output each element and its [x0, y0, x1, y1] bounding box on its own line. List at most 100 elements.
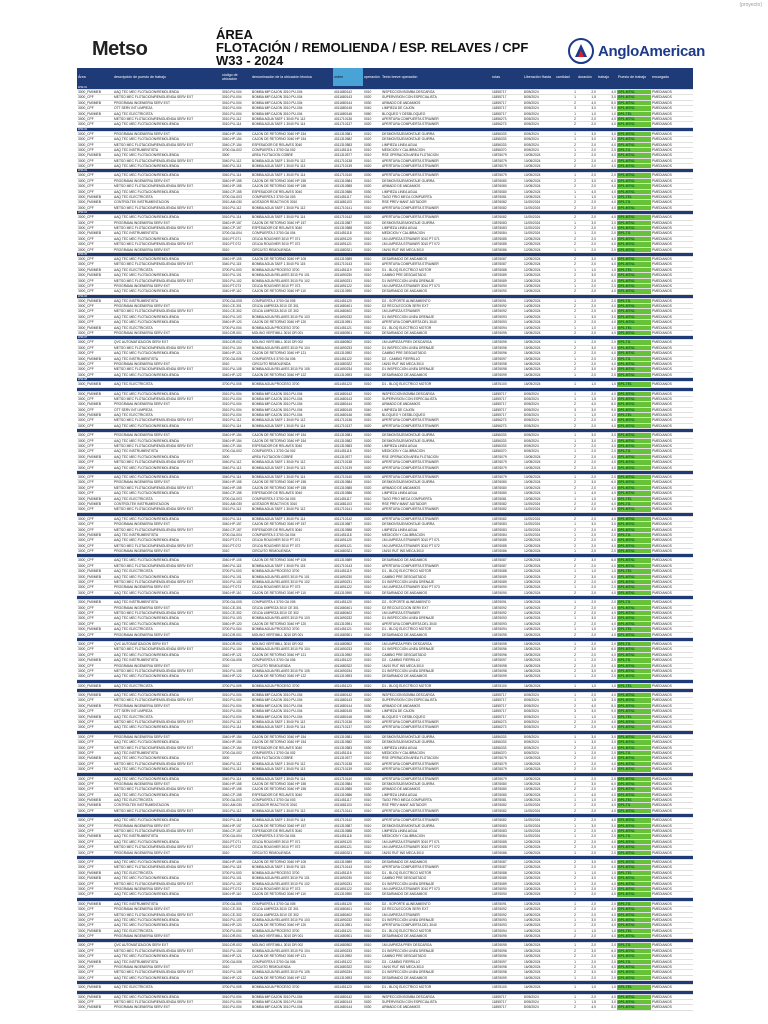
- table-row[interactable]: 3000_CPF METSO MEC FLOTACION/REMOLIENDA S…: [77, 808, 693, 815]
- table-row[interactable]: 3000_CPF PROGRAMA INGENIERIA SERV EXT 3040…: [77, 734, 693, 741]
- table-row[interactable]: 3000_FM0MEB AAQ TEC ELECTRICISTA 3700-GA-0…: [77, 195, 693, 201]
- table-row[interactable]: 3000_FM0MEB AAQ TEC INSTRUMENTISTA 3700-GA…: [77, 658, 693, 664]
- table-row[interactable]: 3000_CPF METSO MEC FLOTACION/REMOLIENDA S…: [77, 668, 693, 675]
- table-row[interactable]: 3000_FM0MEB PROGRAMA INGENIERIA SERV EXT 3…: [77, 100, 693, 107]
- table-row[interactable]: 3000_CPF METSO MEC FLOTACION/REMOLIENDA S…: [77, 829, 693, 835]
- table-row[interactable]: 3000_CPF AAQ TEC MEC FLOTACION/REMOLIENDA…: [77, 860, 693, 866]
- table-row[interactable]: 3000_FM0MEB AAQ TEC MEC FLOTACION/REMOLIE…: [77, 876, 693, 882]
- table-row[interactable]: 3000_CPF PROGRAMA INGENIERIA SERV EXT 3010…: [77, 965, 693, 971]
- table-row[interactable]: 3000_CPF METSO MEC FLOTACION/REMOLIENDA S…: [77, 563, 693, 570]
- table-row[interactable]: 3000_FM0MEB AAQ TEC MEC FLOTACION/REMOLIE…: [77, 273, 693, 279]
- table-row[interactable]: 3000_CPF AAQ TEC MEC FLOTACION/REMOLIENDA…: [77, 236, 693, 243]
- table-row[interactable]: 3000_CPF METSO MEC FLOTACION/REMOLIENDA S…: [77, 184, 693, 190]
- table-row[interactable]: 3000_CPF PROGRAMA INGENIERIA SERV EXT 3040…: [77, 131, 693, 138]
- table-row[interactable]: 3000_CPF METSO MEC FLOTACION/REMOLIENDA S…: [77, 647, 693, 653]
- table-row[interactable]: 3000_CPF QVC AUTOMATIZACION SERV EXT 3010-…: [77, 340, 693, 346]
- table-row[interactable]: 3000_CPF AAQ TEC MEC FLOTACION/REMOLIENDA…: [77, 173, 693, 179]
- table-row[interactable]: 3000_CPF METSO MEC FLOTACION/REMOLIENDA S…: [77, 507, 693, 513]
- table-row[interactable]: 3000_FM0MEB AAQ TEC ELECTRICISTA 3700-GA-0…: [77, 798, 693, 804]
- table-row[interactable]: 3000_CPF PROGRAMA INGENIERIA SERV EXT 3040…: [77, 220, 693, 226]
- table-row[interactable]: 3000_CPF METSO MEC FLOTACION/REMOLIENDA S…: [77, 205, 693, 212]
- table-row[interactable]: 3000_CPF AAQ TEC MEC FLOTACION/REMOLIENDA…: [77, 616, 693, 622]
- table-row[interactable]: 3000_CPF AAQ TEC MEC FLOTACION/REMOLIENDA…: [77, 954, 693, 960]
- table-row[interactable]: 3000_CPF PROGRAMA INGENIERIA SERV EXT 3040…: [77, 480, 693, 486]
- table-row[interactable]: 3000_CPF METSO MEC FLOTACION/REMOLIENDA S…: [77, 158, 693, 165]
- table-row[interactable]: 3000_CPF AAQ TEC MEC FLOTACION/REMOLIENDA…: [77, 438, 693, 445]
- table-row[interactable]: 3000_CPF PROGRAMA INGENIERIA SERV EXT 3010…: [77, 663, 693, 669]
- table-row[interactable]: 3000_CPF PROGRAMA INGENIERIA SERV EXT 3010…: [77, 361, 693, 368]
- table-row[interactable]: 3000_CPF AAQ TEC MEC FLOTACION/REMOLIENDA…: [77, 465, 693, 471]
- table-row[interactable]: 3000_CPF METSO MEC FLOTACION/REMOLIENDA S…: [77, 610, 693, 617]
- table-row[interactable]: 3000_CPF PROGRAMA INGENIERIA SERV EXT 3040…: [77, 178, 693, 185]
- table-row[interactable]: 3000_FM0MEB AAQ TEC INSTRUMENTISTA 3700-GA…: [77, 231, 693, 237]
- table-row[interactable]: 3000_CPF METSO MEC FLOTACION/REMOLIENDA S…: [77, 881, 693, 887]
- table-row[interactable]: 3000_CPF METSO MEC FLOTACION/REMOLIENDA S…: [77, 278, 693, 284]
- table-row[interactable]: 3000_CPF QVC AUTOMATIZACION SERV EXT 3010-…: [77, 641, 693, 648]
- table-row[interactable]: 3000_FM0MEB AAQ TEC MEC FLOTACION/REMOLIE…: [77, 90, 693, 96]
- table-row[interactable]: 3000_CPF METSO MEC FLOTACION/REMOLIENDA S…: [77, 444, 693, 450]
- table-row[interactable]: 3000_CPF METSO MEC FLOTACION/REMOLIENDA S…: [77, 720, 693, 726]
- table-row[interactable]: 3000_FM0MEB CONTROLTEK INSTRUMENTACION 301…: [77, 501, 693, 508]
- table-row[interactable]: 3000_CPF AAQ TEC MEC FLOTACION/REMOLIENDA…: [77, 351, 693, 357]
- table-row[interactable]: 3000_FM0MEB AAQ TEC ELECTRICISTA 3700-PU-0…: [77, 382, 693, 388]
- table-row[interactable]: 3000_CPF AAQ TEC MEC FLOTACION/REMOLIENDA…: [77, 674, 693, 680]
- table-row[interactable]: 3000_CPF PROGRAMA INGENIERIA SERV EXT 3010…: [77, 850, 693, 856]
- table-row[interactable]: 3000_FM0MEB AAQ TEC ELECTRICISTA 3700-PU-0…: [77, 928, 693, 935]
- table-row[interactable]: 3000_CPF OTT SERV INT LIMPIEZA 3010-PU-004…: [77, 709, 693, 715]
- table-row[interactable]: 3000_CPF AAQ TEC MEC FLOTACION/REMOLIENDA…: [77, 122, 693, 128]
- table-row[interactable]: 3000_CPF METSO MEC FLOTACION/REMOLIENDA S…: [77, 698, 693, 704]
- table-row[interactable]: 3000_CPF AAQ TEC MEC FLOTACION/REMOLIENDA…: [77, 475, 693, 481]
- table-row[interactable]: 3000_CPF AAQ TEC MEC FLOTACION/REMOLIENDA…: [77, 289, 693, 295]
- table-row[interactable]: 3000_CPF AAQ TEC INSTRUMENTISTA 3700-GA-00…: [77, 449, 693, 455]
- table-row[interactable]: 3000_CPF METSO MEC FLOTACION/REMOLIENDA S…: [77, 970, 693, 976]
- table-row[interactable]: 3000_CPF PROGRAMA INGENIERIA SERV EXT 3010…: [77, 934, 693, 940]
- table-row[interactable]: 3000_CPF AAQ TEC MEC FLOTACION/REMOLIENDA…: [77, 776, 693, 782]
- table-row[interactable]: 3000_CPF AAQ TEC MEC FLOTACION/REMOLIENDA…: [77, 652, 693, 659]
- table-row[interactable]: 3000_CPF AAQ TEC MEC FLOTACION/REMOLIENDA…: [77, 320, 693, 326]
- table-row[interactable]: 3000_CPF METSO MEC FLOTACION/REMOLIENDA S…: [77, 262, 693, 268]
- table-row[interactable]: 3000_FM0MEB PROGRAMA INGENIERIA SERV EXT 3…: [77, 402, 693, 408]
- table-row[interactable]: 3000_FM0MEB AAQ TEC ELECTRICISTA 3700-PU-0…: [77, 985, 693, 991]
- table-row[interactable]: 3000_CPF PROGRAMA INGENIERIA SERV EXT 3010…: [77, 283, 693, 290]
- table-row[interactable]: 3000_CPF QVC AUTOMATIZACION SERV EXT 3010-…: [77, 943, 693, 949]
- table-row[interactable]: 3000_CPF AAQ TEC MEC FLOTACION/REMOLIENDA…: [77, 818, 693, 824]
- table-row[interactable]: 3000_CPF AAQ TEC MEC FLOTACION/REMOLIENDA…: [77, 767, 693, 773]
- table-row[interactable]: 3000_CPF PROGRAMA INGENIERIA SERV EXT 3010…: [77, 549, 693, 555]
- table-row[interactable]: 3000_CPF AAQ TEC MEC FLOTACION/REMOLIENDA…: [77, 491, 693, 497]
- table-row[interactable]: 3000_CPF METSO MEC FLOTACION/REMOLIENDA S…: [77, 912, 693, 918]
- table-row[interactable]: 3000_CPF AAQ TEC MEC FLOTACION/REMOLIENDA…: [77, 892, 693, 898]
- table-row[interactable]: 3000_FM0MEB CONTROLTEK INSTRUMENTACION 301…: [77, 803, 693, 809]
- table-row[interactable]: 3000_FM0MEB AAQ TEC INSTRUMENTISTA 3700-GA…: [77, 600, 693, 606]
- table-row[interactable]: 3000_FM0MEB AAQ TEC MEC FLOTACION/REMOLIE…: [77, 574, 693, 581]
- table-row[interactable]: 3000_CPF AAQ TEC MEC FLOTACION/REMOLIENDA…: [77, 516, 693, 523]
- table-row[interactable]: 3000_CPF METSO MEC FLOTACION/REMOLIENDA S…: [77, 948, 693, 955]
- table-row[interactable]: 3000_CPF METSO MEC FLOTACION/REMOLIENDA S…: [77, 543, 693, 550]
- table-row[interactable]: 3000_CPF AAQ TEC MEC FLOTACION/REMOLIENDA…: [77, 975, 693, 982]
- table-row[interactable]: 3000_CPF METSO MEC FLOTACION/REMOLIENDA S…: [77, 761, 693, 768]
- table-row[interactable]: 3000_CPF METSO MEC FLOTACION/REMOLIENDA S…: [77, 242, 693, 248]
- table-row[interactable]: 3000_FM0MEB AAQ TEC INSTRUMENTISTA 3700-GA…: [77, 356, 693, 362]
- table-row[interactable]: 3000_CPF PROGRAMA INGENIERIA SERV EXT 3010…: [77, 304, 693, 310]
- table-row[interactable]: 3000_FM0MEB AAQ TEC ELECTRICISTA 3700-PU-0…: [77, 683, 693, 690]
- table-row[interactable]: 3000_CPF OTT SERV INT LIMPIEZA 3010-PU-004…: [77, 106, 693, 112]
- table-row[interactable]: 3000_CPF AAQ TEC MEC FLOTACION/REMOLIENDA…: [77, 423, 693, 430]
- table-row[interactable]: 3000_CPF AAQ TEC MEC FLOTACION/REMOLIENDA…: [77, 923, 693, 929]
- table-row[interactable]: 3000_FM0MEB AAQ TEC MEC FLOTACION/REMOLIE…: [77, 693, 693, 699]
- table-row[interactable]: 3000_CPF PROGRAMA INGENIERIA SERV EXT 3040…: [77, 433, 693, 439]
- table-row[interactable]: 3000_CPF PROGRAMA INGENIERIA SERV EXT 3010…: [77, 605, 693, 611]
- table-row[interactable]: 3000_CPF AAQ TEC MEC FLOTACION/REMOLIENDA…: [77, 740, 693, 746]
- table-row[interactable]: 3000_FM0MEB AAQ TEC INSTRUMENTISTA 3700-GA…: [77, 532, 693, 539]
- table-row[interactable]: 3000_CPF AAQ TEC MEC FLOTACION/REMOLIENDA…: [77, 839, 693, 846]
- table-row[interactable]: 3000_CPF METSO MEC FLOTACION/REMOLIENDA S…: [77, 845, 693, 851]
- table-row[interactable]: 3000_CPF AAQ TEC MEC FLOTACION/REMOLIENDA…: [77, 215, 693, 221]
- table-row[interactable]: 3000_FM0MEB AAQ TEC MEC FLOTACION/REMOLIE…: [77, 756, 693, 762]
- table-row[interactable]: 3000_CPF METSO MEC FLOTACION/REMOLIENDA S…: [77, 745, 693, 751]
- table-row[interactable]: 3000_CPF AAQ TEC INSTRUMENTISTA 3700-GA-00…: [77, 750, 693, 757]
- table-row[interactable]: 3000_FM0MEB PROGRAMA INGENIERIA SERV EXT 3…: [77, 703, 693, 710]
- table-row[interactable]: 3000_CPF METSO MEC FLOTACION/REMOLIENDA S…: [77, 418, 693, 424]
- table-row[interactable]: 3000_CPF PROGRAMA INGENIERIA SERV EXT 3010…: [77, 331, 693, 337]
- table-row[interactable]: 3000_CPF PROGRAMA INGENIERIA SERV EXT 3040…: [77, 781, 693, 788]
- table-row[interactable]: 3000_CPF PROGRAMA INGENIERIA SERV EXT 3010…: [77, 585, 693, 591]
- table-row[interactable]: 3000_CPF PROGRAMA INGENIERIA SERV EXT 3010…: [77, 907, 693, 913]
- table-row[interactable]: 3000_CPF AAQ TEC MEC FLOTACION/REMOLIENDA…: [77, 538, 693, 544]
